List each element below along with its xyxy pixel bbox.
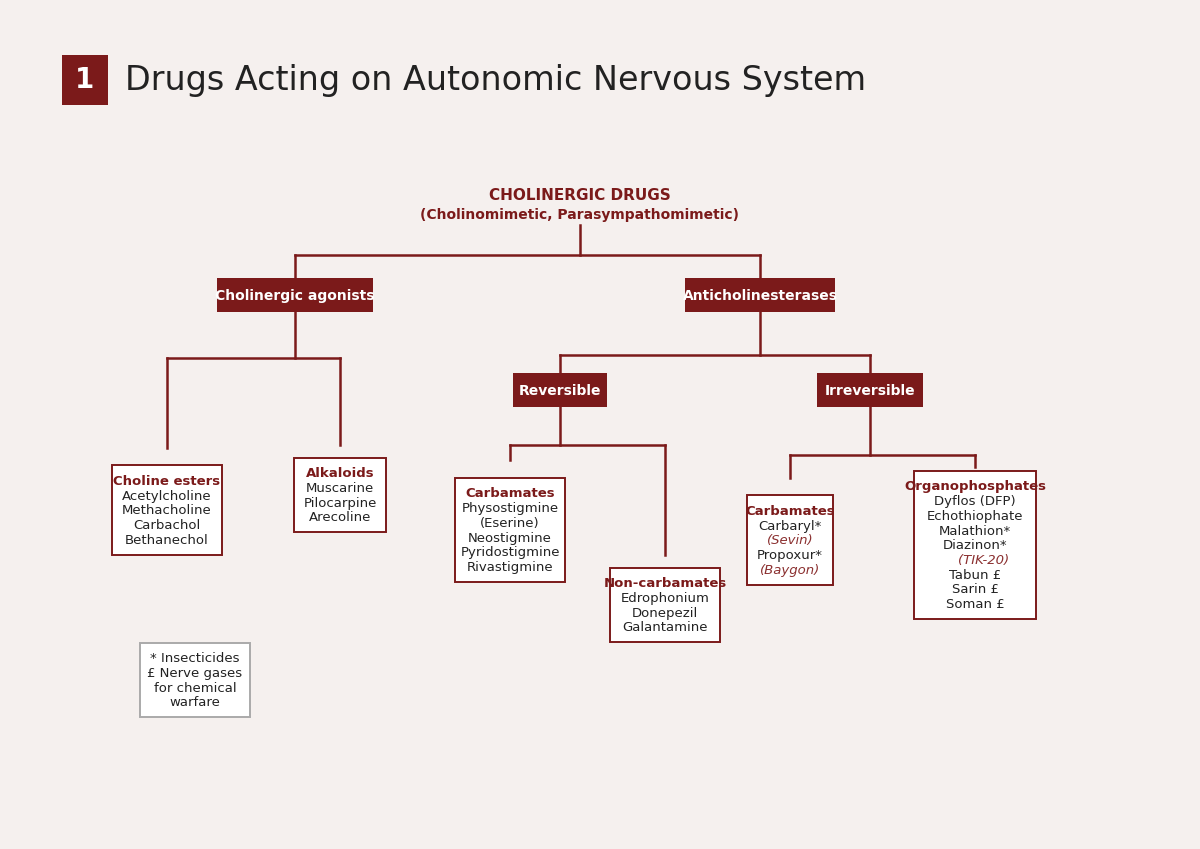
Text: Donepezil: Donepezil — [632, 606, 698, 620]
Text: Irreversible: Irreversible — [824, 384, 916, 398]
FancyBboxPatch shape — [139, 643, 251, 717]
Text: Dyflos (DFP): Dyflos (DFP) — [934, 495, 1016, 508]
Text: (Sevin): (Sevin) — [767, 534, 814, 548]
Text: 1: 1 — [76, 66, 95, 94]
Text: Reversible: Reversible — [518, 384, 601, 398]
Text: Propoxur*: Propoxur* — [757, 549, 823, 562]
FancyBboxPatch shape — [746, 495, 834, 585]
Text: Neostigmine: Neostigmine — [468, 531, 552, 544]
Text: Anticholinesterases: Anticholinesterases — [683, 289, 838, 303]
Text: (TIK-20): (TIK-20) — [941, 554, 1009, 567]
Text: Sarin £: Sarin £ — [952, 583, 998, 596]
Text: for chemical: for chemical — [154, 682, 236, 694]
Text: Non-carbamates: Non-carbamates — [604, 577, 727, 590]
Text: Drugs Acting on Autonomic Nervous System: Drugs Acting on Autonomic Nervous System — [125, 64, 866, 97]
Text: Carbamates: Carbamates — [745, 505, 835, 518]
Text: Physostigmine: Physostigmine — [462, 502, 558, 515]
FancyBboxPatch shape — [62, 55, 108, 105]
Text: Pilocarpine: Pilocarpine — [304, 497, 377, 509]
Text: Carbaryl*: Carbaryl* — [758, 520, 822, 532]
Text: (Cholinomimetic, Parasympathomimetic): (Cholinomimetic, Parasympathomimetic) — [420, 208, 739, 222]
FancyBboxPatch shape — [914, 470, 1036, 619]
Text: Pyridostigmine: Pyridostigmine — [461, 546, 559, 559]
FancyBboxPatch shape — [685, 278, 835, 312]
Text: Choline esters: Choline esters — [114, 475, 221, 488]
FancyBboxPatch shape — [294, 458, 386, 532]
Text: Alkaloids: Alkaloids — [306, 467, 374, 481]
FancyBboxPatch shape — [817, 374, 923, 407]
Text: (Eserine): (Eserine) — [480, 517, 540, 530]
Text: Soman £: Soman £ — [946, 599, 1004, 611]
Text: Galantamine: Galantamine — [623, 621, 708, 634]
Text: Tabun £: Tabun £ — [949, 569, 1001, 582]
FancyBboxPatch shape — [112, 465, 222, 554]
FancyBboxPatch shape — [610, 567, 720, 643]
Text: Echothiophate: Echothiophate — [926, 509, 1024, 523]
Text: Diazinon*: Diazinon* — [943, 539, 1007, 552]
Text: Methacholine: Methacholine — [122, 504, 212, 517]
Text: Edrophonium: Edrophonium — [620, 592, 709, 604]
Text: Carbachol: Carbachol — [133, 519, 200, 532]
Text: Cholinergic agonists: Cholinergic agonists — [215, 289, 374, 303]
Text: Bethanechol: Bethanechol — [125, 534, 209, 547]
Text: Acetylcholine: Acetylcholine — [122, 490, 212, 503]
Text: Organophosphates: Organophosphates — [904, 481, 1046, 493]
Text: * Insecticides: * Insecticides — [150, 652, 240, 665]
FancyBboxPatch shape — [217, 278, 373, 312]
Text: Carbamates: Carbamates — [466, 487, 554, 500]
Text: Rivastigmine: Rivastigmine — [467, 561, 553, 574]
Text: Malathion*: Malathion* — [938, 525, 1012, 537]
Text: warfare: warfare — [169, 696, 221, 709]
FancyBboxPatch shape — [455, 478, 565, 582]
Text: Muscarine: Muscarine — [306, 482, 374, 495]
Text: (Baygon): (Baygon) — [760, 564, 820, 576]
Text: £ Nerve gases: £ Nerve gases — [148, 666, 242, 680]
Text: Arecoline: Arecoline — [308, 511, 371, 525]
Text: CHOLINERGIC DRUGS: CHOLINERGIC DRUGS — [490, 188, 671, 203]
FancyBboxPatch shape — [514, 374, 607, 407]
